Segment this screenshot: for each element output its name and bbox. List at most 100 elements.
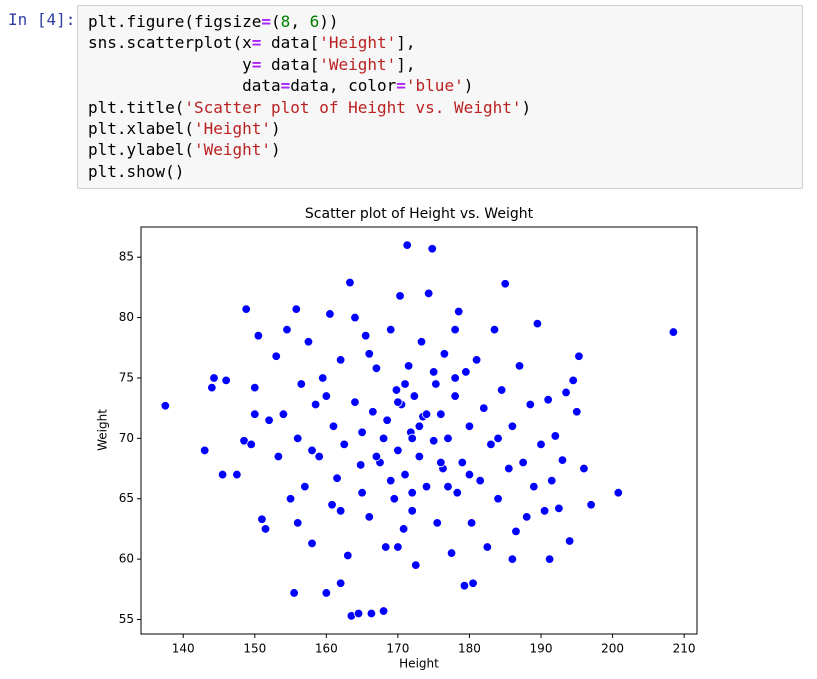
point: [343, 550, 353, 561]
x-tick-label: 180: [458, 642, 481, 656]
point: [443, 481, 453, 492]
point: [407, 487, 417, 498]
y-axis-label: Weight: [96, 409, 110, 451]
point: [293, 433, 303, 444]
point: [461, 367, 471, 377]
point: [335, 355, 346, 365]
point: [500, 279, 510, 289]
point: [400, 469, 410, 480]
point: [525, 399, 535, 410]
x-tick-label: 170: [386, 642, 409, 656]
point: [414, 421, 425, 431]
point: [407, 506, 417, 516]
point: [318, 373, 328, 383]
x-tick-label: 190: [530, 642, 553, 656]
point: [246, 439, 256, 450]
point: [407, 433, 417, 444]
point: [539, 506, 550, 516]
point: [321, 391, 332, 401]
point: [273, 451, 284, 462]
point: [464, 469, 475, 480]
point: [554, 503, 564, 514]
x-tick-label: 160: [315, 642, 338, 656]
point: [579, 463, 589, 474]
point: [307, 445, 317, 456]
point: [364, 512, 374, 522]
point: [507, 554, 518, 564]
y-tick-label: 80: [119, 310, 134, 324]
point: [489, 324, 500, 335]
point: [421, 409, 432, 419]
point: [493, 494, 503, 504]
cell-prompt: In [4]:: [8, 10, 76, 29]
point: [550, 431, 561, 441]
point: [466, 518, 477, 528]
point: [371, 451, 382, 462]
point: [403, 361, 414, 371]
y-tick-label: 85: [119, 250, 134, 264]
point: [296, 379, 306, 389]
y-tick-label: 60: [119, 552, 134, 566]
point: [327, 500, 337, 510]
point: [511, 526, 521, 537]
point: [402, 240, 412, 250]
x-axis-label: Height: [399, 657, 439, 671]
point: [423, 288, 434, 299]
point: [303, 337, 314, 347]
point: [289, 588, 299, 598]
point: [278, 409, 289, 419]
point: [357, 487, 367, 498]
point: [400, 379, 410, 389]
point: [504, 463, 514, 474]
code-line: plt.ylabel('Weight'): [88, 140, 281, 160]
point: [482, 542, 493, 552]
point: [381, 542, 391, 552]
point: [217, 469, 228, 480]
point: [543, 395, 553, 405]
chart-title: Scatter plot of Height vs. Weight: [305, 206, 534, 222]
point: [432, 518, 442, 528]
point: [428, 367, 439, 377]
point: [668, 327, 679, 337]
point: [339, 439, 349, 450]
point: [393, 542, 403, 552]
point: [353, 608, 364, 619]
point: [459, 580, 470, 591]
y-tick-label: 70: [119, 431, 134, 445]
point: [221, 375, 231, 386]
point: [496, 385, 507, 395]
x-tick-label: 150: [243, 642, 266, 656]
point: [421, 481, 432, 492]
point: [345, 277, 355, 288]
point: [285, 494, 296, 504]
code-line: plt.show(): [88, 161, 185, 181]
point: [253, 330, 264, 341]
point: [207, 382, 217, 393]
point: [355, 460, 366, 470]
point: [393, 445, 403, 456]
point: [450, 391, 460, 401]
point: [328, 421, 339, 431]
point: [325, 309, 335, 319]
code-cell[interactable]: plt.figure(figsize=(8, 6)) sns.scatterplo…: [77, 5, 803, 189]
y-tick-label: 55: [119, 612, 134, 626]
point: [257, 514, 267, 524]
point: [307, 538, 317, 549]
point: [416, 337, 427, 347]
point: [547, 475, 557, 486]
point: [199, 445, 210, 456]
code-line: plt.title('Scatter plot of Height vs. We…: [88, 97, 532, 117]
point: [291, 304, 301, 314]
point: [209, 373, 219, 383]
point: [468, 578, 478, 588]
point: [321, 588, 332, 598]
point: [479, 403, 489, 413]
point: [427, 244, 437, 254]
y-tick-label: 75: [119, 370, 134, 384]
point: [366, 608, 377, 619]
y-tick-label: 65: [119, 491, 134, 505]
point: [395, 291, 405, 301]
point: [378, 606, 389, 616]
point: [241, 304, 251, 314]
point: [350, 397, 360, 407]
